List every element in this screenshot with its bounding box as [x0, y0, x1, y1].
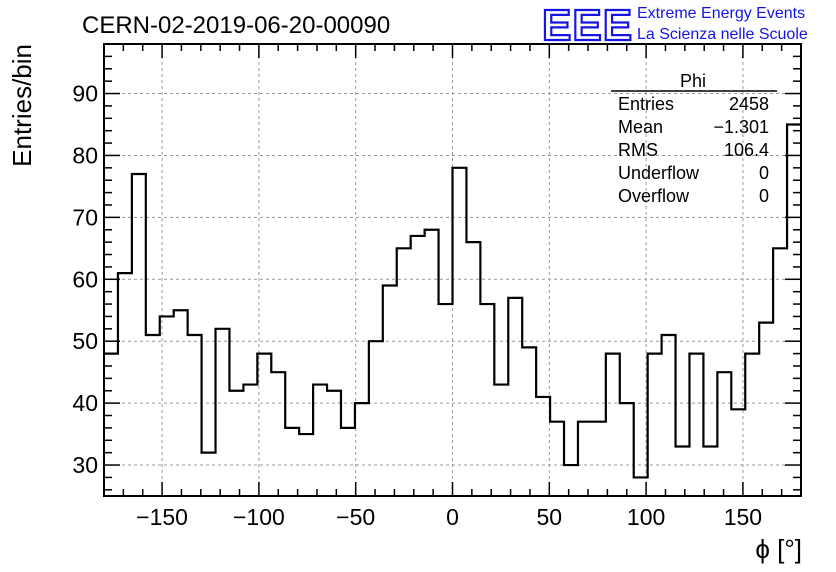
axis-ticks [103, 43, 802, 496]
x-axis-tick-labels: −150 −100 −50 0 50 100 150 [136, 504, 762, 530]
eee-logo: EEE Extreme Energy Events La Scienza nel… [541, 0, 808, 51]
stats-box: Phi Entries 2458 Mean −1.301 RMS 106.4 Underfl… [611, 71, 777, 206]
x-tick-label: −50 [336, 504, 375, 530]
eee-logo-mark: EEE [542, 1, 633, 50]
y-tick-label: 30 [72, 452, 98, 478]
y-tick-label: 50 [72, 328, 98, 354]
stats-row-value: 0 [759, 163, 769, 183]
stats-row-label: RMS [618, 140, 658, 160]
y-axis-label: Entries/bin [7, 44, 37, 167]
stats-title: Phi [680, 71, 706, 91]
stats-row-label: Entries [618, 94, 674, 114]
stats-row-value: 106.4 [724, 140, 769, 160]
stats-row-label: Underflow [618, 163, 700, 183]
x-tick-label: 50 [537, 504, 563, 530]
stats-row-value: −1.301 [713, 117, 769, 137]
stats-row-label: Mean [618, 117, 663, 137]
y-tick-label: 40 [72, 390, 98, 416]
logo-line-2: La Scienza nelle Scuole [637, 26, 808, 43]
x-tick-label: 0 [446, 504, 459, 530]
logo-line-1: Extreme Energy Events [637, 5, 805, 22]
stats-row-value: 2458 [729, 94, 769, 114]
x-tick-label: −100 [233, 504, 285, 530]
x-tick-label: −150 [136, 504, 188, 530]
plot-frame [103, 43, 802, 497]
y-tick-label: 80 [72, 142, 98, 168]
y-tick-label: 90 [72, 81, 98, 107]
x-tick-label: 100 [627, 504, 665, 530]
histogram-series [104, 123, 801, 479]
stats-row-label: Overflow [618, 186, 690, 206]
chart-title: CERN-02-2019-06-20-00090 [82, 12, 390, 39]
stats-row-value: 0 [759, 186, 769, 206]
y-tick-label: 60 [72, 266, 98, 292]
y-tick-label: 70 [72, 204, 98, 230]
y-axis-tick-labels: 30 40 50 60 70 80 90 [72, 81, 98, 479]
x-tick-label: 150 [724, 504, 762, 530]
x-axis-label: ϕ [°] [755, 534, 802, 564]
